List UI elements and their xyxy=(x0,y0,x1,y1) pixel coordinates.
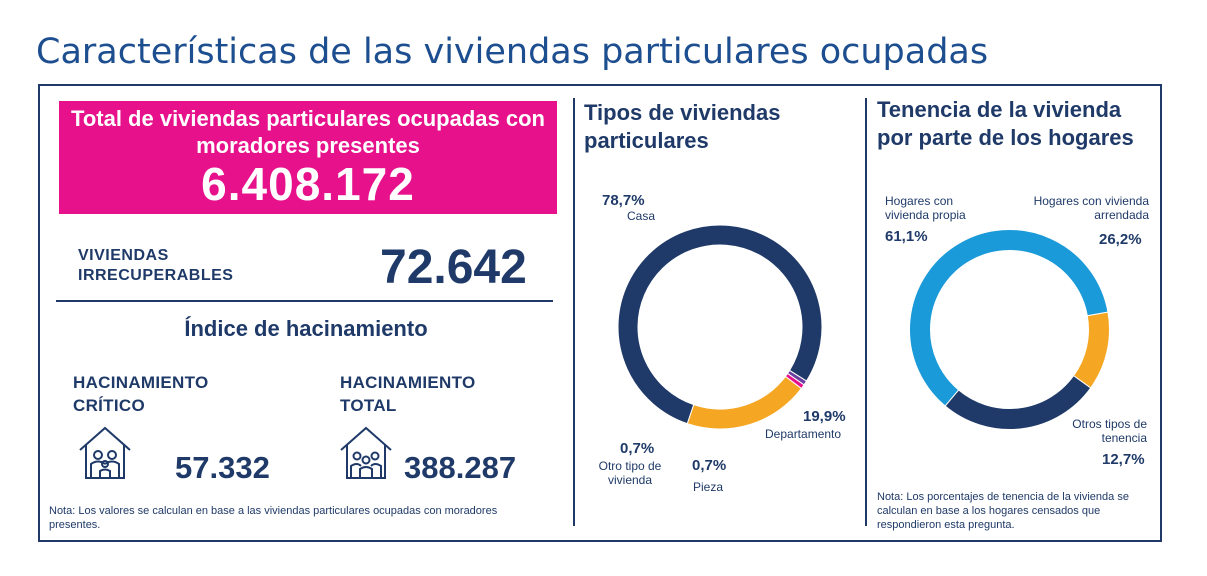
slice-otro-tipo-de-vivienda xyxy=(786,369,808,386)
data-label-arrendada: 26,2% xyxy=(1099,231,1142,248)
hacinamiento-total-label: HACINAMIENTO TOTAL xyxy=(340,373,476,415)
slice-hogares-con-vivienda-propia xyxy=(909,229,1109,407)
page-title: Características de las viviendas particu… xyxy=(36,32,989,72)
legend-label-departamento: Departamento xyxy=(765,427,842,441)
divider-left xyxy=(573,98,575,526)
irrecuperables-value: 72.642 xyxy=(380,241,527,294)
irrecuperables-label: VIVIENDAS IRRECUPERABLES xyxy=(78,247,234,284)
infographic-frame xyxy=(38,84,1162,542)
hacinamiento-total-value: 388.287 xyxy=(404,450,517,485)
total-viviendas-box: Total de viviendas particulares ocupadas… xyxy=(59,101,557,214)
slice-otros-tipos-de-tenencia xyxy=(1072,311,1110,389)
legend-label-otros: Otros tipos de tenencia xyxy=(1072,417,1147,445)
house-family-icon xyxy=(79,426,131,479)
chart1-title: Tipos de viviendas particulares xyxy=(584,100,781,153)
note-right: Nota: Los porcentajes de tenencia de la … xyxy=(877,491,1129,531)
hacinamiento-critico-value: 57.332 xyxy=(175,450,270,485)
divider-right xyxy=(865,98,867,526)
tenencia-donut xyxy=(909,229,1110,430)
chart2-title: Tenencia de la vivienda por parte de los… xyxy=(877,97,1134,150)
hacinamiento-title: Índice de hacinamiento xyxy=(184,316,428,341)
section-divider xyxy=(56,300,553,302)
tipos-viviendas-donut xyxy=(617,224,823,430)
legend-label-arrendada: Hogares con vivienda arrendada xyxy=(1033,194,1149,222)
total-viviendas-label: Total de viviendas particulares ocupadas… xyxy=(71,106,545,158)
legend-label-pieza: Pieza xyxy=(693,480,724,494)
legend-label-propia: Hogares con vivienda propia xyxy=(885,194,966,222)
legend-label-casa: Casa xyxy=(627,209,656,223)
legend-label-otro: Otro tipo de vivienda xyxy=(598,459,662,487)
hacinamiento-critico-label: HACINAMIENTO CRÍTICO xyxy=(73,373,209,415)
data-label-casa: 78,7% xyxy=(602,192,645,209)
slice-hogares-con-vivienda-arrendada xyxy=(944,374,1092,430)
data-label-departamento: 19,9% xyxy=(803,408,846,425)
data-label-pieza: 0,7% xyxy=(692,457,727,474)
data-label-propia: 61,1% xyxy=(885,228,928,245)
note-left: Nota: Los valores se calculan en base a … xyxy=(49,505,498,531)
slice-departamento xyxy=(686,375,803,430)
total-viviendas-value: 6.408.172 xyxy=(201,158,415,210)
house-family-icon xyxy=(340,426,392,479)
data-label-otros: 12,7% xyxy=(1102,451,1145,468)
slice-casa xyxy=(617,224,823,425)
data-label-otro: 0,7% xyxy=(620,440,655,457)
